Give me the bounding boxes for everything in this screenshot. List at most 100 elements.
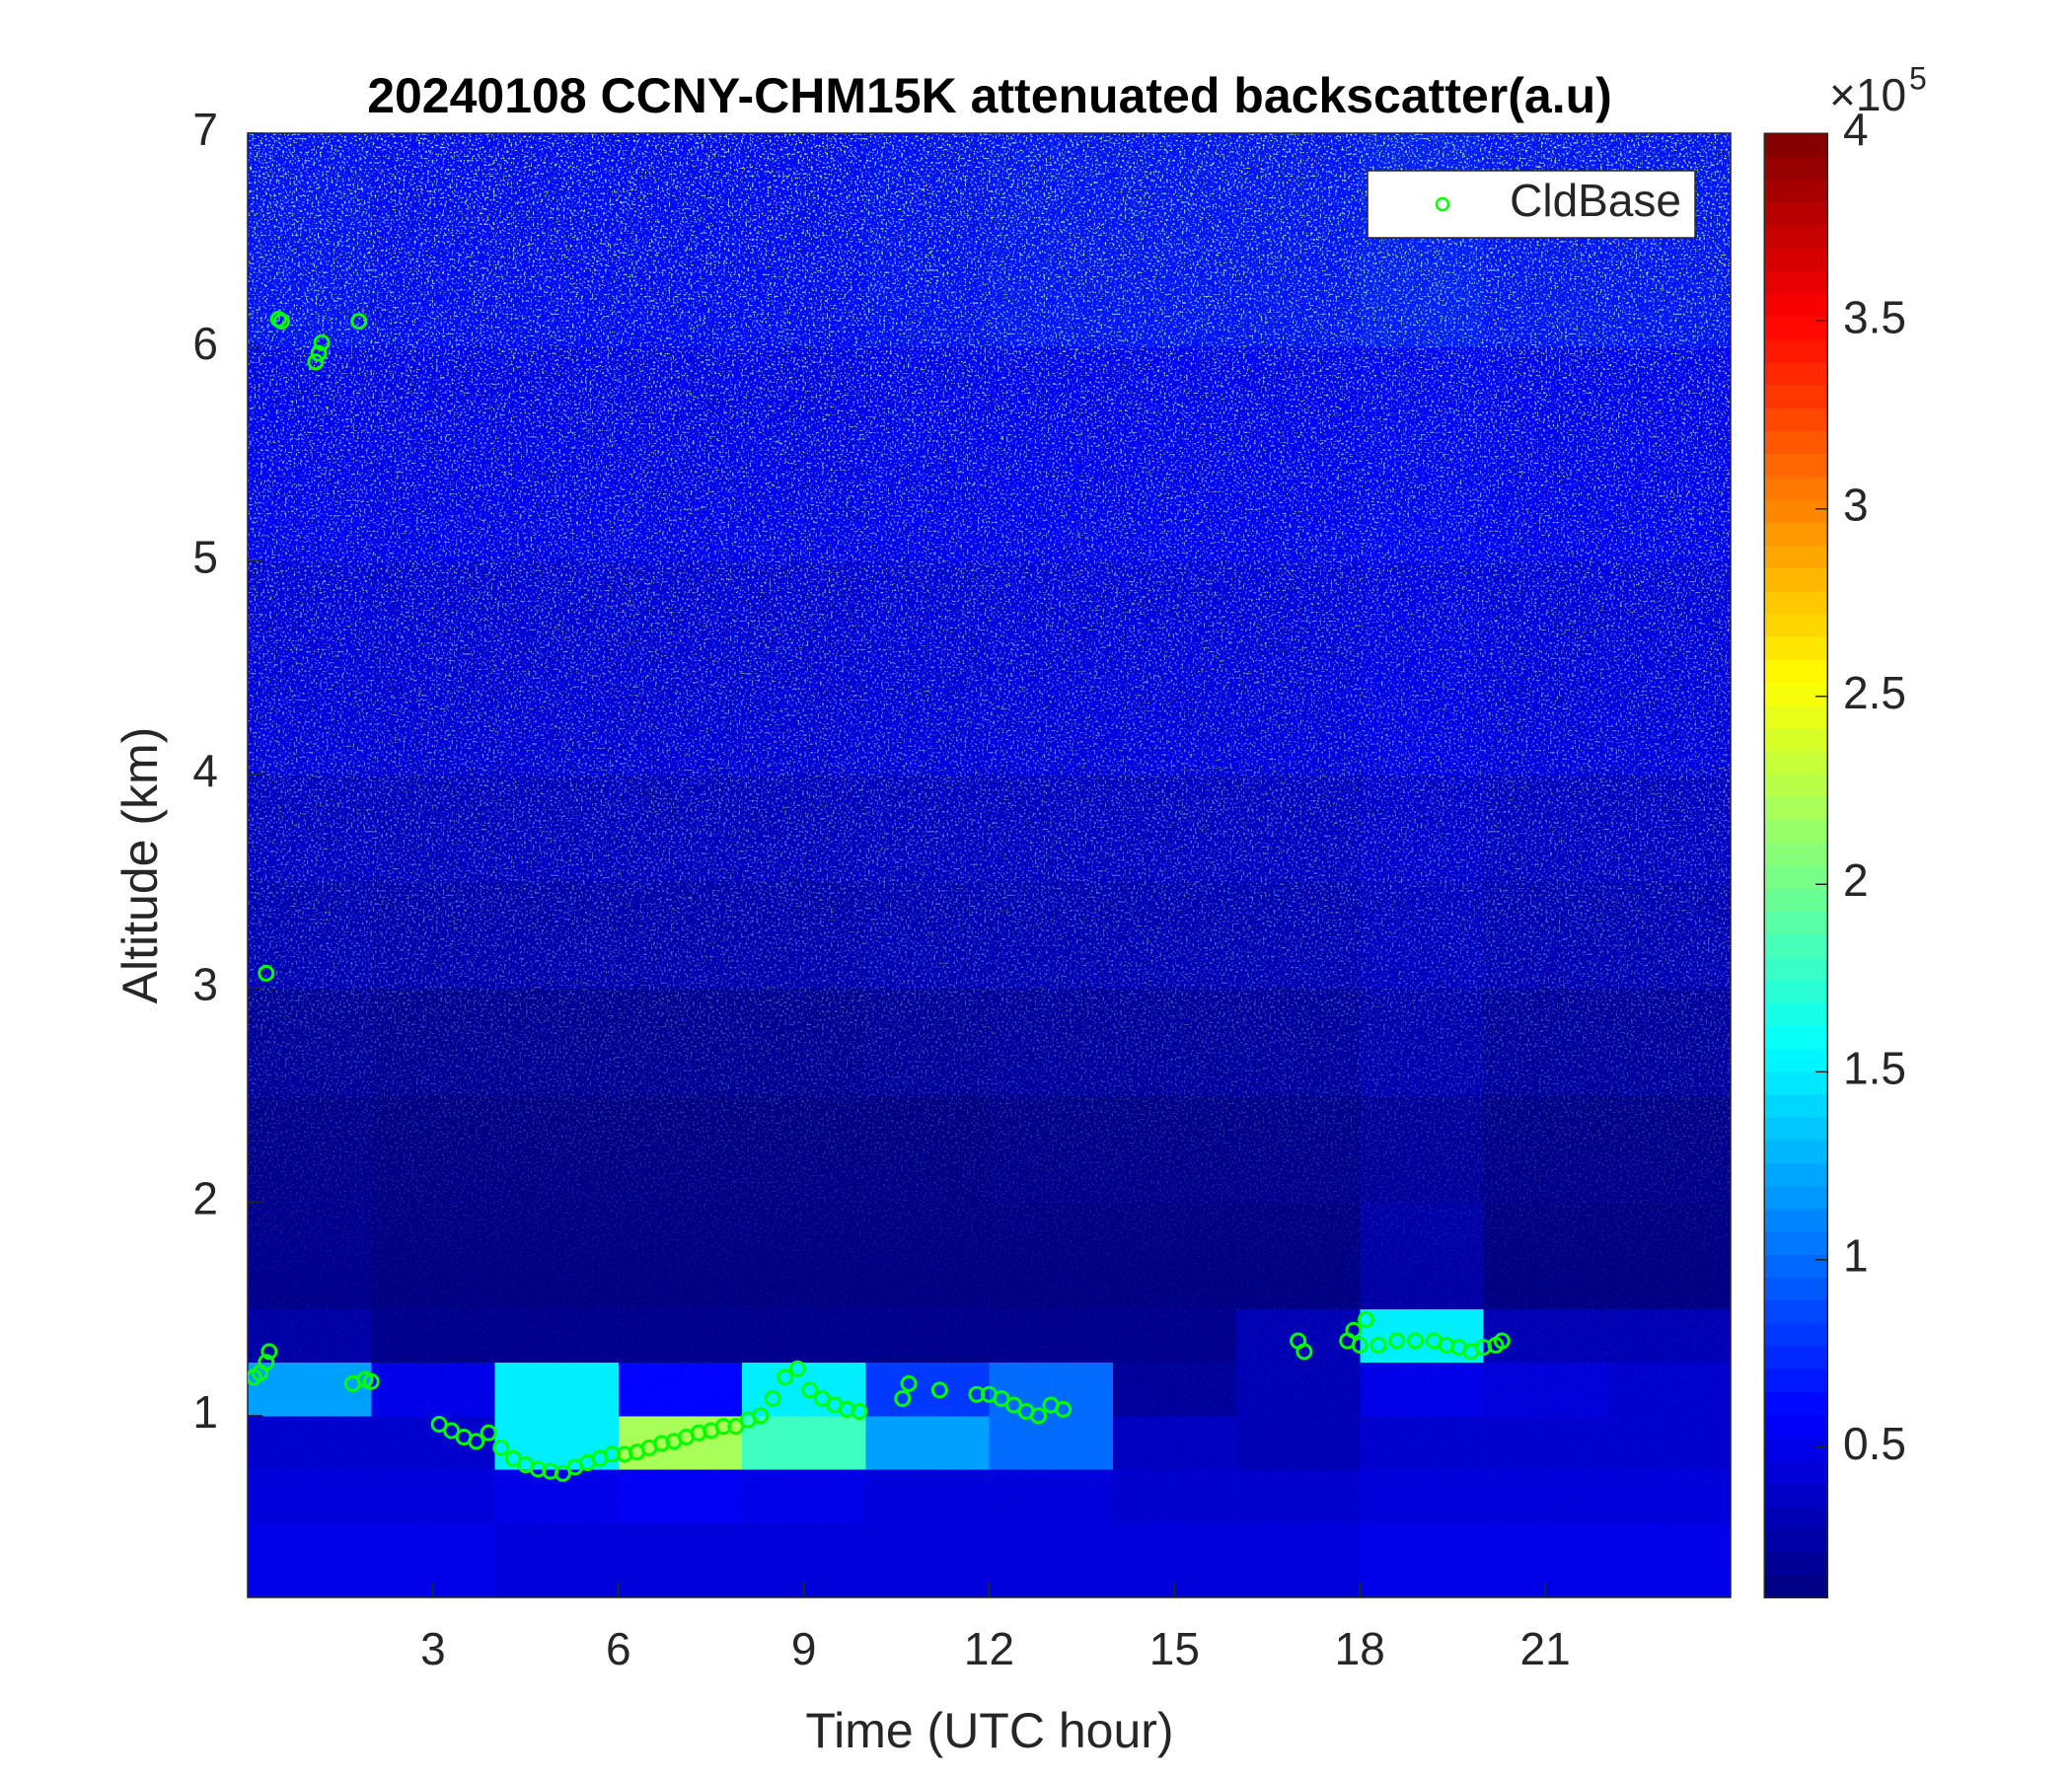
cloud-base-point (260, 1343, 278, 1361)
colorbar-step (1764, 1299, 1827, 1324)
x-tick-label: 3 (420, 1623, 446, 1674)
x-tick-label: 18 (1335, 1623, 1385, 1674)
legend: CldBase (1367, 170, 1696, 239)
cloud-base-point (1369, 1336, 1387, 1354)
colorbar-step (1764, 636, 1827, 660)
cloud-base-point (272, 313, 290, 331)
colorbar-step (1764, 682, 1827, 706)
colorbar-step (1764, 704, 1827, 729)
colorbar-step (1764, 1369, 1827, 1392)
cloud-base-point (764, 1390, 781, 1408)
colorbar-step (1764, 316, 1827, 340)
cloud-base-point (1358, 1310, 1375, 1328)
colorbar-step (1764, 819, 1827, 844)
y-tick-label: 1 (192, 1386, 218, 1438)
cloud-base-point (1351, 1336, 1369, 1354)
colorbar-step (1764, 1185, 1827, 1210)
cloud-base-point (504, 1449, 522, 1467)
legend-box (1367, 170, 1696, 239)
colorbar-tick-label: 0.5 (1843, 1418, 1906, 1469)
cloud-base-point (313, 333, 331, 351)
cloud-base-point (350, 313, 368, 331)
cloud-base-point (1030, 1407, 1048, 1425)
colorbar-step (1764, 1391, 1827, 1416)
cloud-base-point (258, 1354, 275, 1371)
y-tick-label: 6 (192, 318, 218, 369)
colorbar-step (1764, 1414, 1827, 1439)
x-tick-label: 9 (791, 1623, 817, 1674)
colorbar-step (1764, 796, 1827, 821)
colorbar-step (1764, 1254, 1827, 1278)
colorbar-step (1764, 590, 1827, 615)
colorbar-step (1764, 407, 1827, 432)
x-tick-label: 21 (1520, 1623, 1571, 1674)
cloud-base-point (752, 1407, 770, 1425)
colorbar-step (1764, 1162, 1827, 1187)
cloud-base-point (362, 1372, 380, 1390)
cloud-base-point (492, 1439, 510, 1456)
colorbar-step (1764, 751, 1827, 775)
colorbar-step (1764, 659, 1827, 684)
colorbar-step (1764, 1093, 1827, 1118)
colorbar-step (1764, 1208, 1827, 1232)
colorbar-step (1764, 499, 1827, 523)
colorbar-step (1764, 430, 1827, 455)
y-tick-label: 5 (192, 531, 218, 582)
cloud-base-point (468, 1433, 485, 1450)
colorbar-tick-label: 4 (1843, 104, 1869, 155)
y-tick-label: 2 (192, 1172, 218, 1223)
cloud-base-point (894, 1390, 912, 1408)
colorbar-step (1764, 1551, 1827, 1576)
cloud-base-point (1388, 1332, 1406, 1350)
colorbar-tick-label: 2.5 (1843, 667, 1906, 718)
speckle (248, 133, 1731, 1597)
colorbar-step (1764, 1117, 1827, 1141)
colorbar-step (1764, 1002, 1827, 1026)
colorbar-tick-label: 2 (1843, 854, 1869, 906)
colorbar-step (1764, 842, 1827, 866)
cloud-base-point (430, 1416, 448, 1434)
cloud-base-point (554, 1464, 571, 1482)
colorbar-step (1764, 1459, 1827, 1484)
colorbar-step (1764, 774, 1827, 798)
colorbar-tick-label: 3.5 (1843, 291, 1906, 342)
colorbar-step (1764, 385, 1827, 408)
colorbar-step (1764, 545, 1827, 569)
cloud-base-point (480, 1424, 497, 1442)
cloud-base-point (258, 964, 275, 982)
colorbar-step (1764, 865, 1827, 889)
y-tick-label: 4 (192, 745, 218, 796)
colorbar-step (1764, 224, 1827, 249)
colorbar-step (1764, 156, 1827, 180)
colorbar-step (1764, 933, 1827, 958)
colorbar-step (1764, 1506, 1827, 1530)
colorbar-step (1764, 1071, 1827, 1095)
x-tick-label: 15 (1149, 1623, 1200, 1674)
y-tick-label: 7 (192, 104, 218, 155)
cloud-base-point (1493, 1332, 1511, 1350)
colorbar-step (1764, 201, 1827, 226)
colorbar-tick-label: 1 (1843, 1230, 1869, 1282)
y-tick-label: 3 (192, 959, 218, 1010)
cloud-base-point (1345, 1321, 1363, 1339)
colorbar-step (1764, 1437, 1827, 1461)
x-tick-label: 12 (964, 1623, 1014, 1674)
cloud-base-point (801, 1381, 819, 1399)
x-tick-label: 6 (606, 1623, 631, 1674)
colorbar-step (1764, 956, 1827, 981)
colorbar-step (1764, 1322, 1827, 1347)
cloud-base-point (900, 1374, 918, 1392)
colorbar-step (1764, 453, 1827, 478)
cloud-base-point (930, 1381, 948, 1399)
cloud-base-point (788, 1360, 806, 1377)
colorbar-tick-label: 3 (1843, 480, 1869, 531)
cloud-base-point (1295, 1343, 1313, 1361)
colorbar-step (1764, 1231, 1827, 1255)
cloud-base-point (310, 344, 328, 362)
colorbar-step (1764, 247, 1827, 271)
chart-title: 20240108 CCNY-CHM15K attenuated backscat… (367, 68, 1612, 123)
colorbar-step (1764, 613, 1827, 637)
cloud-base-point (1407, 1332, 1425, 1350)
